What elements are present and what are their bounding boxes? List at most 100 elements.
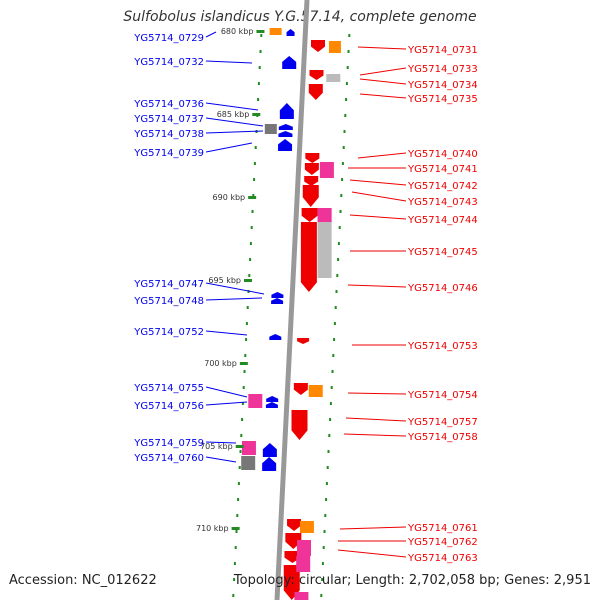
gene-feature-box: [294, 592, 309, 600]
minus-strand-gene: [282, 56, 297, 69]
minus-strand-gene: [278, 131, 293, 137]
kbp-tick: [235, 445, 244, 448]
track-dot: [251, 210, 254, 213]
right-gene-label: YG5714_0761: [407, 523, 478, 534]
right-gene-label: YG5714_0734: [407, 80, 478, 91]
left-gene-label: YG5714_0738: [133, 129, 204, 140]
left-gene-label: YG5714_0752: [133, 327, 204, 338]
minus-strand-gene: [269, 334, 282, 340]
right-leader-line: [347, 284, 407, 288]
track-dot: [323, 530, 326, 533]
right-gene-label: YG5714_0763: [407, 553, 478, 564]
plus-strand-gene: [283, 565, 300, 600]
right-leader-line: [349, 214, 407, 220]
track-dot: [240, 434, 243, 437]
track-dot: [325, 482, 328, 485]
right-gene-label: YG5714_0762: [407, 537, 478, 548]
track-dot: [334, 306, 337, 309]
gene-feature-box: [296, 556, 311, 572]
track-dot: [341, 178, 344, 181]
kbp-label: 690 kbp: [213, 193, 246, 202]
track-dot: [329, 418, 332, 421]
track-dot: [327, 450, 330, 453]
track-dot: [242, 386, 245, 389]
track-dot: [238, 466, 241, 469]
track-dot: [337, 242, 340, 245]
kbp-label: 705 kbp: [200, 442, 233, 451]
right-leader-line: [347, 392, 407, 395]
right-gene-label: YG5714_0733: [407, 64, 478, 75]
minus-strand-gene: [271, 298, 284, 304]
gene-feature-box: [299, 521, 314, 533]
right-leader-line: [359, 78, 407, 85]
track-dot: [248, 274, 251, 277]
track-dot: [243, 370, 246, 373]
track-dot: [250, 226, 253, 229]
kbp-tick: [252, 113, 261, 116]
track-dot: [260, 34, 263, 37]
plus-strand-gene: [300, 222, 317, 292]
right-gene-label: YG5714_0740: [407, 149, 478, 160]
right-gene-label: YG5714_0757: [407, 417, 478, 428]
track-dot: [233, 578, 236, 581]
left-gene-label: YG5714_0747: [133, 279, 204, 290]
track-dot: [257, 82, 260, 85]
track-dot: [257, 98, 260, 101]
genome-backbone: [274, 0, 310, 600]
right-leader-line: [349, 179, 407, 186]
kbp-label: 680 kbp: [221, 27, 254, 36]
track-dot: [333, 322, 336, 325]
left-leader-line: [205, 60, 253, 64]
left-leader-line: [205, 130, 264, 134]
left-leader-line: [205, 456, 237, 463]
gene-feature-box: [317, 208, 332, 222]
track-dot: [321, 562, 324, 565]
left-gene-label: YG5714_0732: [133, 57, 204, 68]
track-dot: [345, 98, 348, 101]
right-gene-label: YG5714_0741: [407, 164, 478, 175]
plus-strand-gene: [302, 185, 319, 207]
kbp-tick: [239, 362, 248, 365]
track-dot: [329, 402, 332, 405]
minus-strand-gene: [278, 139, 293, 151]
right-gene-label: YG5714_0753: [407, 341, 478, 352]
gene-feature-box: [326, 74, 341, 82]
left-gene-label: YG5714_0755: [133, 383, 204, 394]
track-dot: [339, 210, 342, 213]
plus-strand-gene: [311, 40, 325, 52]
gene-feature-box: [319, 162, 334, 178]
kbp-label: 695 kbp: [208, 276, 241, 285]
minus-strand-gene: [271, 292, 284, 298]
minus-strand-gene: [262, 457, 277, 471]
plus-strand-gene: [305, 153, 320, 163]
track-dot: [258, 66, 261, 69]
left-gene-label: YG5714_0737: [133, 114, 204, 125]
left-leader-line: [205, 102, 259, 111]
right-leader-line: [337, 549, 407, 558]
track-dot: [325, 498, 328, 501]
accession-text: Accession: NC_012622: [9, 573, 157, 588]
track-dot: [244, 354, 247, 357]
genome-stats-text: Topology: circular; Length: 2,702,058 bp…: [233, 573, 591, 588]
track-dot: [237, 498, 240, 501]
track-dot: [331, 370, 334, 373]
plus-strand-gene: [287, 519, 302, 531]
track-dot: [249, 258, 252, 261]
left-gene-label: YG5714_0760: [133, 453, 204, 464]
left-leader-line: [205, 31, 217, 38]
minus-strand-gene: [286, 29, 295, 36]
kbp-tick: [231, 527, 240, 530]
track-dot: [249, 242, 252, 245]
right-gene-label: YG5714_0744: [407, 215, 478, 226]
gene-feature-box: [248, 394, 263, 408]
track-dot: [233, 562, 236, 565]
right-gene-label: YG5714_0743: [407, 197, 478, 208]
right-gene-label: YG5714_0746: [407, 283, 478, 294]
track-dot: [239, 450, 242, 453]
gene-feature-box: [328, 41, 341, 53]
track-dot: [246, 306, 249, 309]
kbp-tick: [256, 30, 265, 33]
right-gene-label: YG5714_0735: [407, 94, 478, 105]
track-dot: [322, 546, 325, 549]
track-dot: [235, 530, 238, 533]
